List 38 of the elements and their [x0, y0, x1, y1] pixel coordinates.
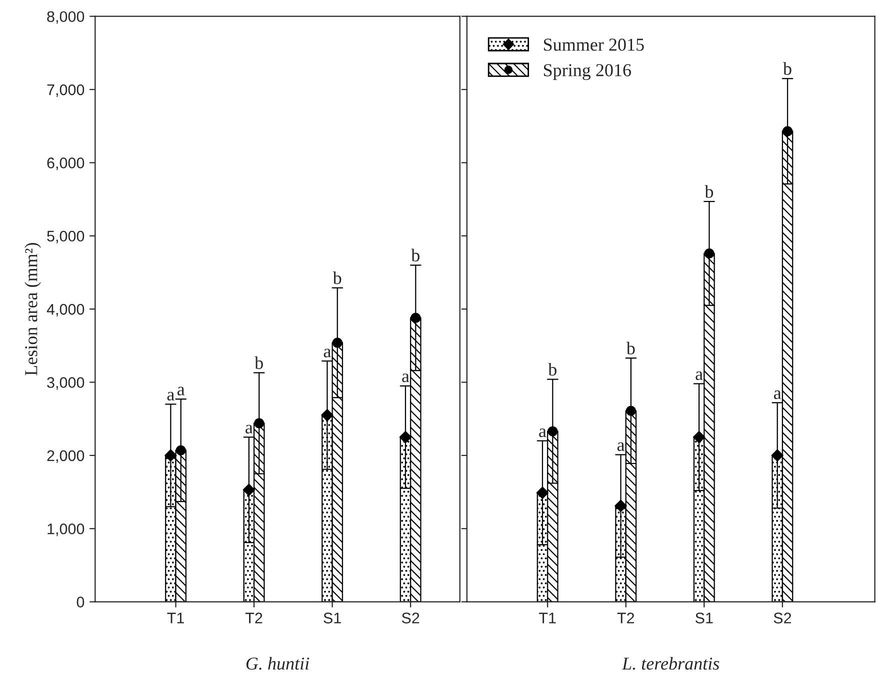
- annotation: a: [246, 424, 253, 434]
- annotation: a: [324, 348, 331, 358]
- annotation: b: [626, 342, 635, 354]
- annotation: a: [696, 371, 703, 380]
- x-tick-label: S1: [324, 612, 341, 624]
- x-axis-title: L. terebrantis: [622, 657, 720, 670]
- x-tick-label: T2: [617, 612, 634, 624]
- annotation: b: [332, 271, 342, 284]
- y-tick-label: 8,000: [47, 11, 84, 24]
- legend-label: Summer 2015: [544, 38, 644, 51]
- annotation: b: [254, 356, 263, 370]
- x-tick-label: T1: [167, 612, 184, 624]
- annotation: a: [774, 390, 782, 400]
- x-tick-label: T2: [245, 612, 262, 624]
- annotation: a: [167, 392, 174, 401]
- y-tick-label: 6,000: [47, 158, 84, 170]
- annotation: b: [411, 248, 420, 262]
- y-tick-label: 7,000: [47, 84, 84, 97]
- annotation: a: [177, 386, 185, 396]
- y-tick-label: 0: [76, 596, 84, 608]
- y-tick-label: 2,000: [47, 450, 84, 463]
- y-axis-title: Lesion area (mm²): [24, 242, 41, 376]
- y-tick-label: 4,000: [46, 304, 84, 317]
- legend-label: Spring 2016: [544, 64, 632, 80]
- y-tick-label: 3,000: [47, 377, 84, 390]
- y-tick-label: 5,000: [47, 230, 84, 244]
- x-axis-title: G. huntii: [246, 657, 310, 670]
- x-tick-label: S1: [696, 612, 713, 624]
- y-tick-label: 1,000: [48, 523, 84, 536]
- annotation: b: [704, 185, 714, 198]
- annotation: b: [783, 62, 792, 75]
- annotation: a: [402, 374, 410, 382]
- x-tick-label: T1: [539, 612, 556, 624]
- annotation: b: [548, 362, 556, 376]
- x-tick-label: S2: [402, 612, 420, 624]
- annotation: a: [617, 442, 625, 452]
- x-tick-label: S2: [774, 612, 792, 624]
- annotation: a: [539, 428, 546, 438]
